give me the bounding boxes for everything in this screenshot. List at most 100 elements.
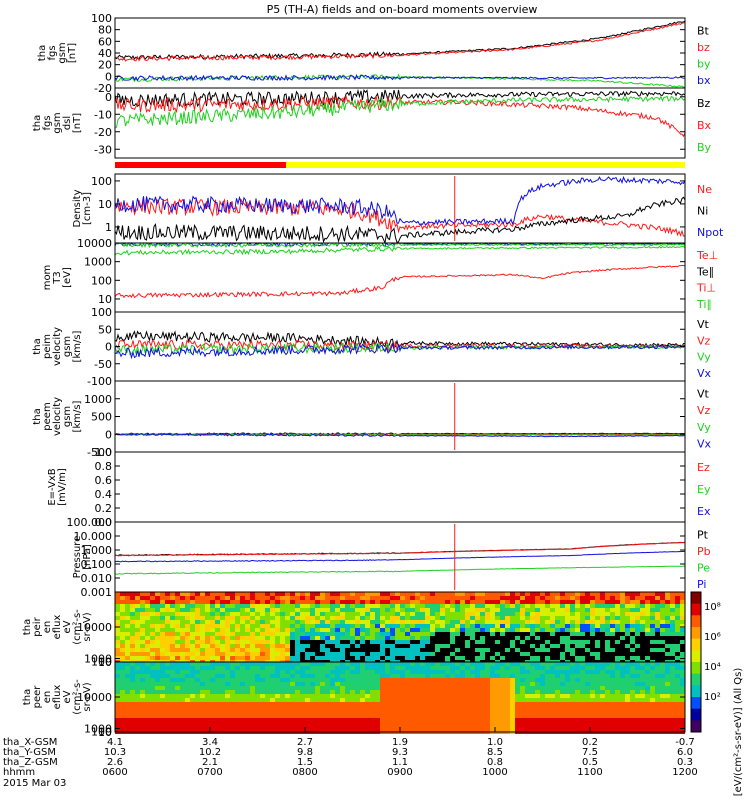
heatmap-cell — [455, 636, 460, 640]
heatmap-cell — [125, 726, 130, 730]
y-axis-label: T3 — [52, 271, 63, 284]
heatmap-cell — [150, 702, 155, 706]
heatmap-cell — [665, 714, 670, 718]
heatmap-cell — [115, 644, 120, 648]
heatmap-cell — [480, 624, 485, 628]
legend-label: Ti⊥ — [696, 282, 716, 295]
heatmap-cell — [630, 628, 635, 632]
heatmap-cell — [395, 702, 400, 706]
heatmap-cell — [175, 666, 180, 670]
heatmap-cell — [135, 662, 140, 666]
heatmap-cell — [625, 592, 630, 596]
y-axis-label: [nT] — [67, 43, 78, 63]
heatmap-cell — [195, 636, 200, 640]
heatmap-cell — [410, 718, 415, 722]
heatmap-cell — [210, 648, 215, 652]
heatmap-cell — [250, 686, 255, 690]
heatmap-cell — [640, 694, 645, 698]
heatmap-cell — [200, 620, 205, 624]
heatmap-cell — [525, 616, 530, 620]
heatmap-cell — [560, 624, 565, 628]
heatmap-cell — [385, 666, 390, 670]
heatmap-cell — [480, 620, 485, 624]
heatmap-cell — [620, 644, 625, 648]
heatmap-cell — [400, 718, 405, 722]
heatmap-cell — [120, 612, 125, 616]
y-tick-label: 1000 — [84, 393, 112, 406]
heatmap-cell — [505, 690, 510, 694]
heatmap-cell — [530, 616, 535, 620]
heatmap-cell — [605, 628, 610, 632]
heatmap-cell — [260, 636, 265, 640]
heatmap-cell — [430, 636, 435, 640]
heatmap-cell — [295, 648, 300, 652]
heatmap-cell — [570, 666, 575, 670]
heatmap-cell — [390, 722, 395, 726]
heatmap-cell — [605, 666, 610, 670]
heatmap-cell — [445, 592, 450, 596]
heatmap-cell — [415, 608, 420, 612]
heatmap-cell — [670, 608, 675, 612]
heatmap-cell — [565, 616, 570, 620]
heatmap-cell — [130, 656, 135, 660]
heatmap-cell — [675, 616, 680, 620]
heatmap-cell — [415, 690, 420, 694]
heatmap-cell — [165, 670, 170, 674]
heatmap-cell — [355, 612, 360, 616]
heatmap-cell — [180, 644, 185, 648]
heatmap-cell — [505, 600, 510, 604]
x-tick-label: 1.5 — [297, 757, 313, 768]
heatmap-cell — [345, 694, 350, 698]
heatmap-cell — [195, 674, 200, 678]
heatmap-cell — [265, 608, 270, 612]
heatmap-cell — [190, 604, 195, 608]
heatmap-cell — [385, 674, 390, 678]
heatmap-cell — [575, 678, 580, 682]
heatmap-cell — [120, 726, 125, 730]
y-axis-label: [nPa] — [82, 544, 93, 570]
heatmap-cell — [255, 604, 260, 608]
heatmap-cell — [150, 690, 155, 694]
colorbar-segment — [691, 697, 701, 710]
heatmap-cell — [300, 682, 305, 686]
heatmap-cell — [505, 624, 510, 628]
heatmap-cell — [385, 718, 390, 722]
heatmap-cell — [435, 726, 440, 730]
heatmap-cell — [580, 710, 585, 714]
heatmap-cell — [380, 666, 385, 670]
heatmap-cell — [510, 628, 515, 632]
heatmap-cell — [325, 670, 330, 674]
heatmap-cell — [660, 670, 665, 674]
heatmap-cell — [405, 714, 410, 718]
heatmap-cell — [475, 608, 480, 612]
heatmap-cell — [290, 644, 295, 648]
heatmap-cell — [200, 616, 205, 620]
heatmap-cell — [595, 662, 600, 666]
heatmap-cell — [165, 596, 170, 600]
heatmap-cell — [375, 596, 380, 600]
heatmap-cell — [150, 722, 155, 726]
heatmap-cell — [435, 640, 440, 644]
series-line-Pi — [114, 550, 686, 563]
heatmap-cell — [190, 628, 195, 632]
heatmap-cell — [345, 698, 350, 702]
heatmap-cell — [355, 652, 360, 656]
heatmap-cell — [675, 694, 680, 698]
heatmap-cell — [250, 682, 255, 686]
heatmap-cell — [460, 612, 465, 616]
heatmap-cell — [490, 666, 495, 670]
heatmap-cell — [115, 652, 120, 656]
heatmap-cell — [455, 652, 460, 656]
heatmap-cell — [630, 620, 635, 624]
heatmap-cell — [475, 652, 480, 656]
heatmap-cell — [120, 608, 125, 612]
heatmap-cell — [525, 710, 530, 714]
heatmap-cell — [285, 710, 290, 714]
heatmap-cell — [650, 644, 655, 648]
heatmap-cell — [280, 656, 285, 660]
heatmap-cell — [635, 596, 640, 600]
heatmap-cell — [240, 690, 245, 694]
heatmap-cell — [375, 592, 380, 596]
